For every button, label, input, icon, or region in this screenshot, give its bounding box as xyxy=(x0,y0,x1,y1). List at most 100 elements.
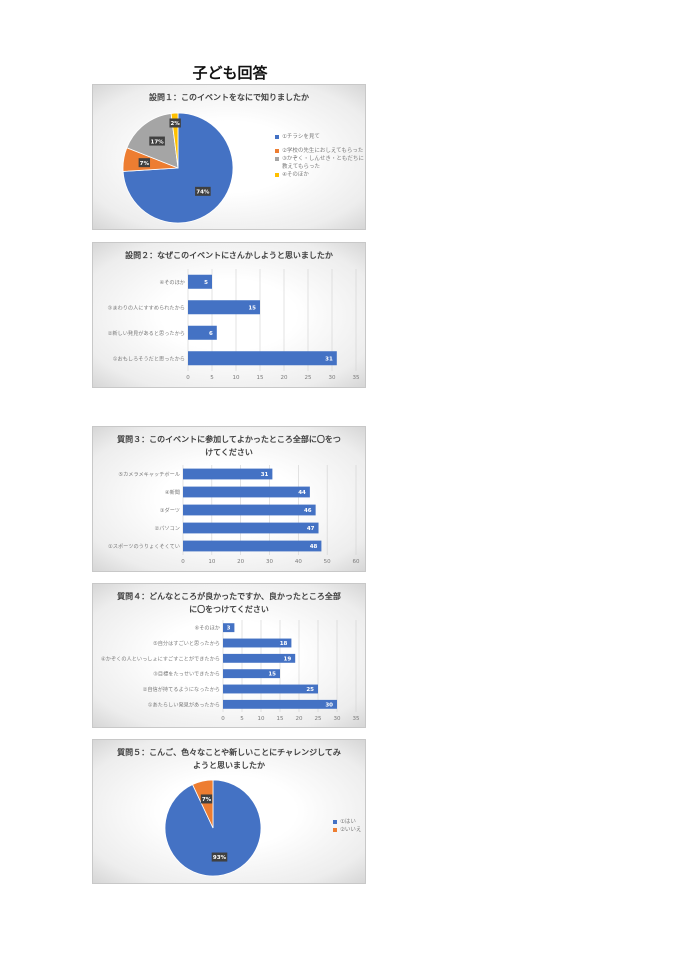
x-tick-label: 5 xyxy=(210,375,214,381)
bar-value-label: 18 xyxy=(280,641,288,647)
x-tick-label: 30 xyxy=(329,375,336,381)
y-tick-label: ⑤カメラメキャッチボール xyxy=(118,470,180,478)
chart-q2-svg: 0 5 10 15 20 25 30 35 5 ④そのほか 15 ③まわりの人にすすめられたから 6 ②新… xyxy=(108,269,360,381)
legend-item: ②学校の先生におしえてもらった xyxy=(275,147,368,155)
x-tick-label: 25 xyxy=(315,716,322,722)
x-tick-label: 0 xyxy=(186,375,190,381)
chart-title-line: 設問１：このイベントをなにで知りましたか xyxy=(149,93,309,102)
chart-title-line: けてください xyxy=(205,448,253,457)
y-tick-label: ④そのほか xyxy=(160,279,185,286)
x-tick-label: 10 xyxy=(258,716,265,722)
chart-title: 質問４：どんなところが良かったですか、良かったところ全部 に〇をつけてください xyxy=(93,590,365,616)
y-tick-label: ①スポーツのうりょくそくてい xyxy=(108,542,180,550)
x-tick-label: 10 xyxy=(233,375,240,381)
y-tick-label: ②パソコン xyxy=(155,525,180,532)
x-tick-label: 30 xyxy=(266,559,273,565)
bar xyxy=(183,486,310,498)
data-label-box xyxy=(138,158,151,168)
chart-title: 質問５：こんご、色々なことや新しいことにチャレンジしてみ ようと思いましたか xyxy=(93,746,365,772)
chart-q4-svg: 0 5 10 15 20 25 30 35 3 ⑥そのほか 18 ⑤自分はすごいと思ったから 19 ④かぞ… xyxy=(101,620,360,722)
legend-swatch xyxy=(275,157,279,161)
data-label: 17% xyxy=(151,139,165,145)
legend-item: ③かぞく・しんせき・ともだちに教えてもらった xyxy=(275,155,368,171)
y-tick-label: ③まわりの人にすすめられたから xyxy=(108,304,185,311)
x-tick-label: 35 xyxy=(353,375,360,381)
legend-label: ④そのほか xyxy=(282,172,309,178)
bar xyxy=(183,522,319,534)
bar xyxy=(183,540,322,552)
chart-q4: 質問４：どんなところが良かったですか、良かったところ全部 に〇をつけてください … xyxy=(92,583,366,728)
pie-slice xyxy=(192,779,214,829)
bar-value-label: 15 xyxy=(248,305,256,311)
y-tick-label: ①おもしろそうだと思ったから xyxy=(113,355,185,362)
x-tick-label: 30 xyxy=(334,716,341,722)
chart-q2: 設問２：なぜこのイベントにさんかしようと思いましたか 0 5 10 15 20 25 30 3… xyxy=(92,242,366,388)
chart-q1: 設問１：このイベントをなにで知りましたか 74% 7% 17% 2% ①チラシを見て … xyxy=(92,84,366,230)
bar-value-label: 6 xyxy=(209,331,213,337)
y-tick-label: ④かぞくの人といっしょにすごすことができたから xyxy=(101,654,220,662)
x-tick-label: 10 xyxy=(208,559,215,565)
x-tick-label: 35 xyxy=(353,716,360,722)
x-tick-label: 0 xyxy=(181,559,185,565)
legend-swatch xyxy=(333,828,337,832)
bar-value-label: 15 xyxy=(268,672,276,678)
bar xyxy=(223,638,292,648)
data-label-box xyxy=(195,186,211,196)
bar xyxy=(223,653,296,663)
legend-label: ①はい xyxy=(340,819,356,825)
chart-title-line: ようと思いましたか xyxy=(193,761,265,770)
y-tick-label: ②自信が持てるようになったから xyxy=(143,685,220,693)
data-label-box xyxy=(200,794,213,804)
legend-label: ①チラシを見て xyxy=(282,134,320,140)
bar-value-label: 25 xyxy=(306,687,314,693)
legend-swatch xyxy=(275,135,279,139)
chart-q3: 質問３：このイベントに参加してよかったところ全部に〇をつ けてください 0 10 2… xyxy=(92,426,366,572)
legend-item: ①はい xyxy=(333,818,370,826)
bar-value-label: 44 xyxy=(298,490,306,496)
legend: ①はい ②いいえ xyxy=(333,818,370,834)
y-tick-label: ②新しい発見があると思ったから xyxy=(108,329,185,337)
data-label: 74% xyxy=(196,190,210,196)
chart-title-line: に〇をつけてください xyxy=(189,605,269,614)
x-tick-label: 0 xyxy=(221,716,225,722)
legend-swatch xyxy=(275,173,279,177)
bar-value-label: 31 xyxy=(261,472,269,478)
chart-q3-svg: 0 10 20 30 40 50 60 31 ⑤カメラメキャッチボール 44 ④新聞 46 ③ダーツ 47… xyxy=(108,465,360,565)
x-tick-label: 25 xyxy=(305,375,312,381)
bar-value-label: 3 xyxy=(227,626,231,632)
bar-value-label: 47 xyxy=(307,526,315,532)
legend-swatch xyxy=(333,820,337,824)
legend-swatch xyxy=(275,149,279,153)
x-tick-label: 20 xyxy=(237,559,244,565)
y-tick-label: ⑥そのほか xyxy=(195,625,220,632)
y-tick-label: ④新聞 xyxy=(165,488,180,496)
page-title: 子ども回答 xyxy=(192,64,268,82)
bar-value-label: 30 xyxy=(325,702,333,708)
chart-title: 設問１：このイベントをなにで知りましたか xyxy=(93,91,365,104)
y-tick-label: ①あたらしい発見があったから xyxy=(148,700,220,708)
bar xyxy=(183,504,316,516)
chart-title-line: 質問５：こんご、色々なことや新しいことにチャレンジしてみ xyxy=(117,748,341,757)
bar xyxy=(223,684,318,694)
data-label-box xyxy=(169,118,181,128)
bar xyxy=(223,699,337,709)
bar-value-label: 46 xyxy=(304,508,312,514)
legend-label: ②学校の先生におしえてもらった xyxy=(282,148,364,154)
x-tick-label: 20 xyxy=(296,716,303,722)
x-tick-label: 15 xyxy=(257,375,264,381)
x-tick-label: 40 xyxy=(295,559,302,565)
chart-title-line: 設問２：なぜこのイベントにさんかしようと思いましたか xyxy=(125,251,333,260)
data-label: 93% xyxy=(213,855,227,861)
chart-title: 設問２：なぜこのイベントにさんかしようと思いましたか xyxy=(93,249,365,262)
y-tick-label: ③目標をたっせいできたから xyxy=(153,670,220,678)
bar-value-label: 31 xyxy=(325,356,333,362)
bar xyxy=(188,274,212,289)
y-tick-label: ③ダーツ xyxy=(160,506,180,514)
x-tick-label: 5 xyxy=(240,716,244,722)
legend-item: ①チラシを見て xyxy=(275,133,368,141)
data-label-box xyxy=(211,852,228,862)
chart-title-line: 質問３：このイベントに参加してよかったところ全部に〇をつ xyxy=(117,435,341,444)
bar xyxy=(223,623,235,633)
x-tick-label: 60 xyxy=(353,559,360,565)
bar xyxy=(183,468,273,480)
